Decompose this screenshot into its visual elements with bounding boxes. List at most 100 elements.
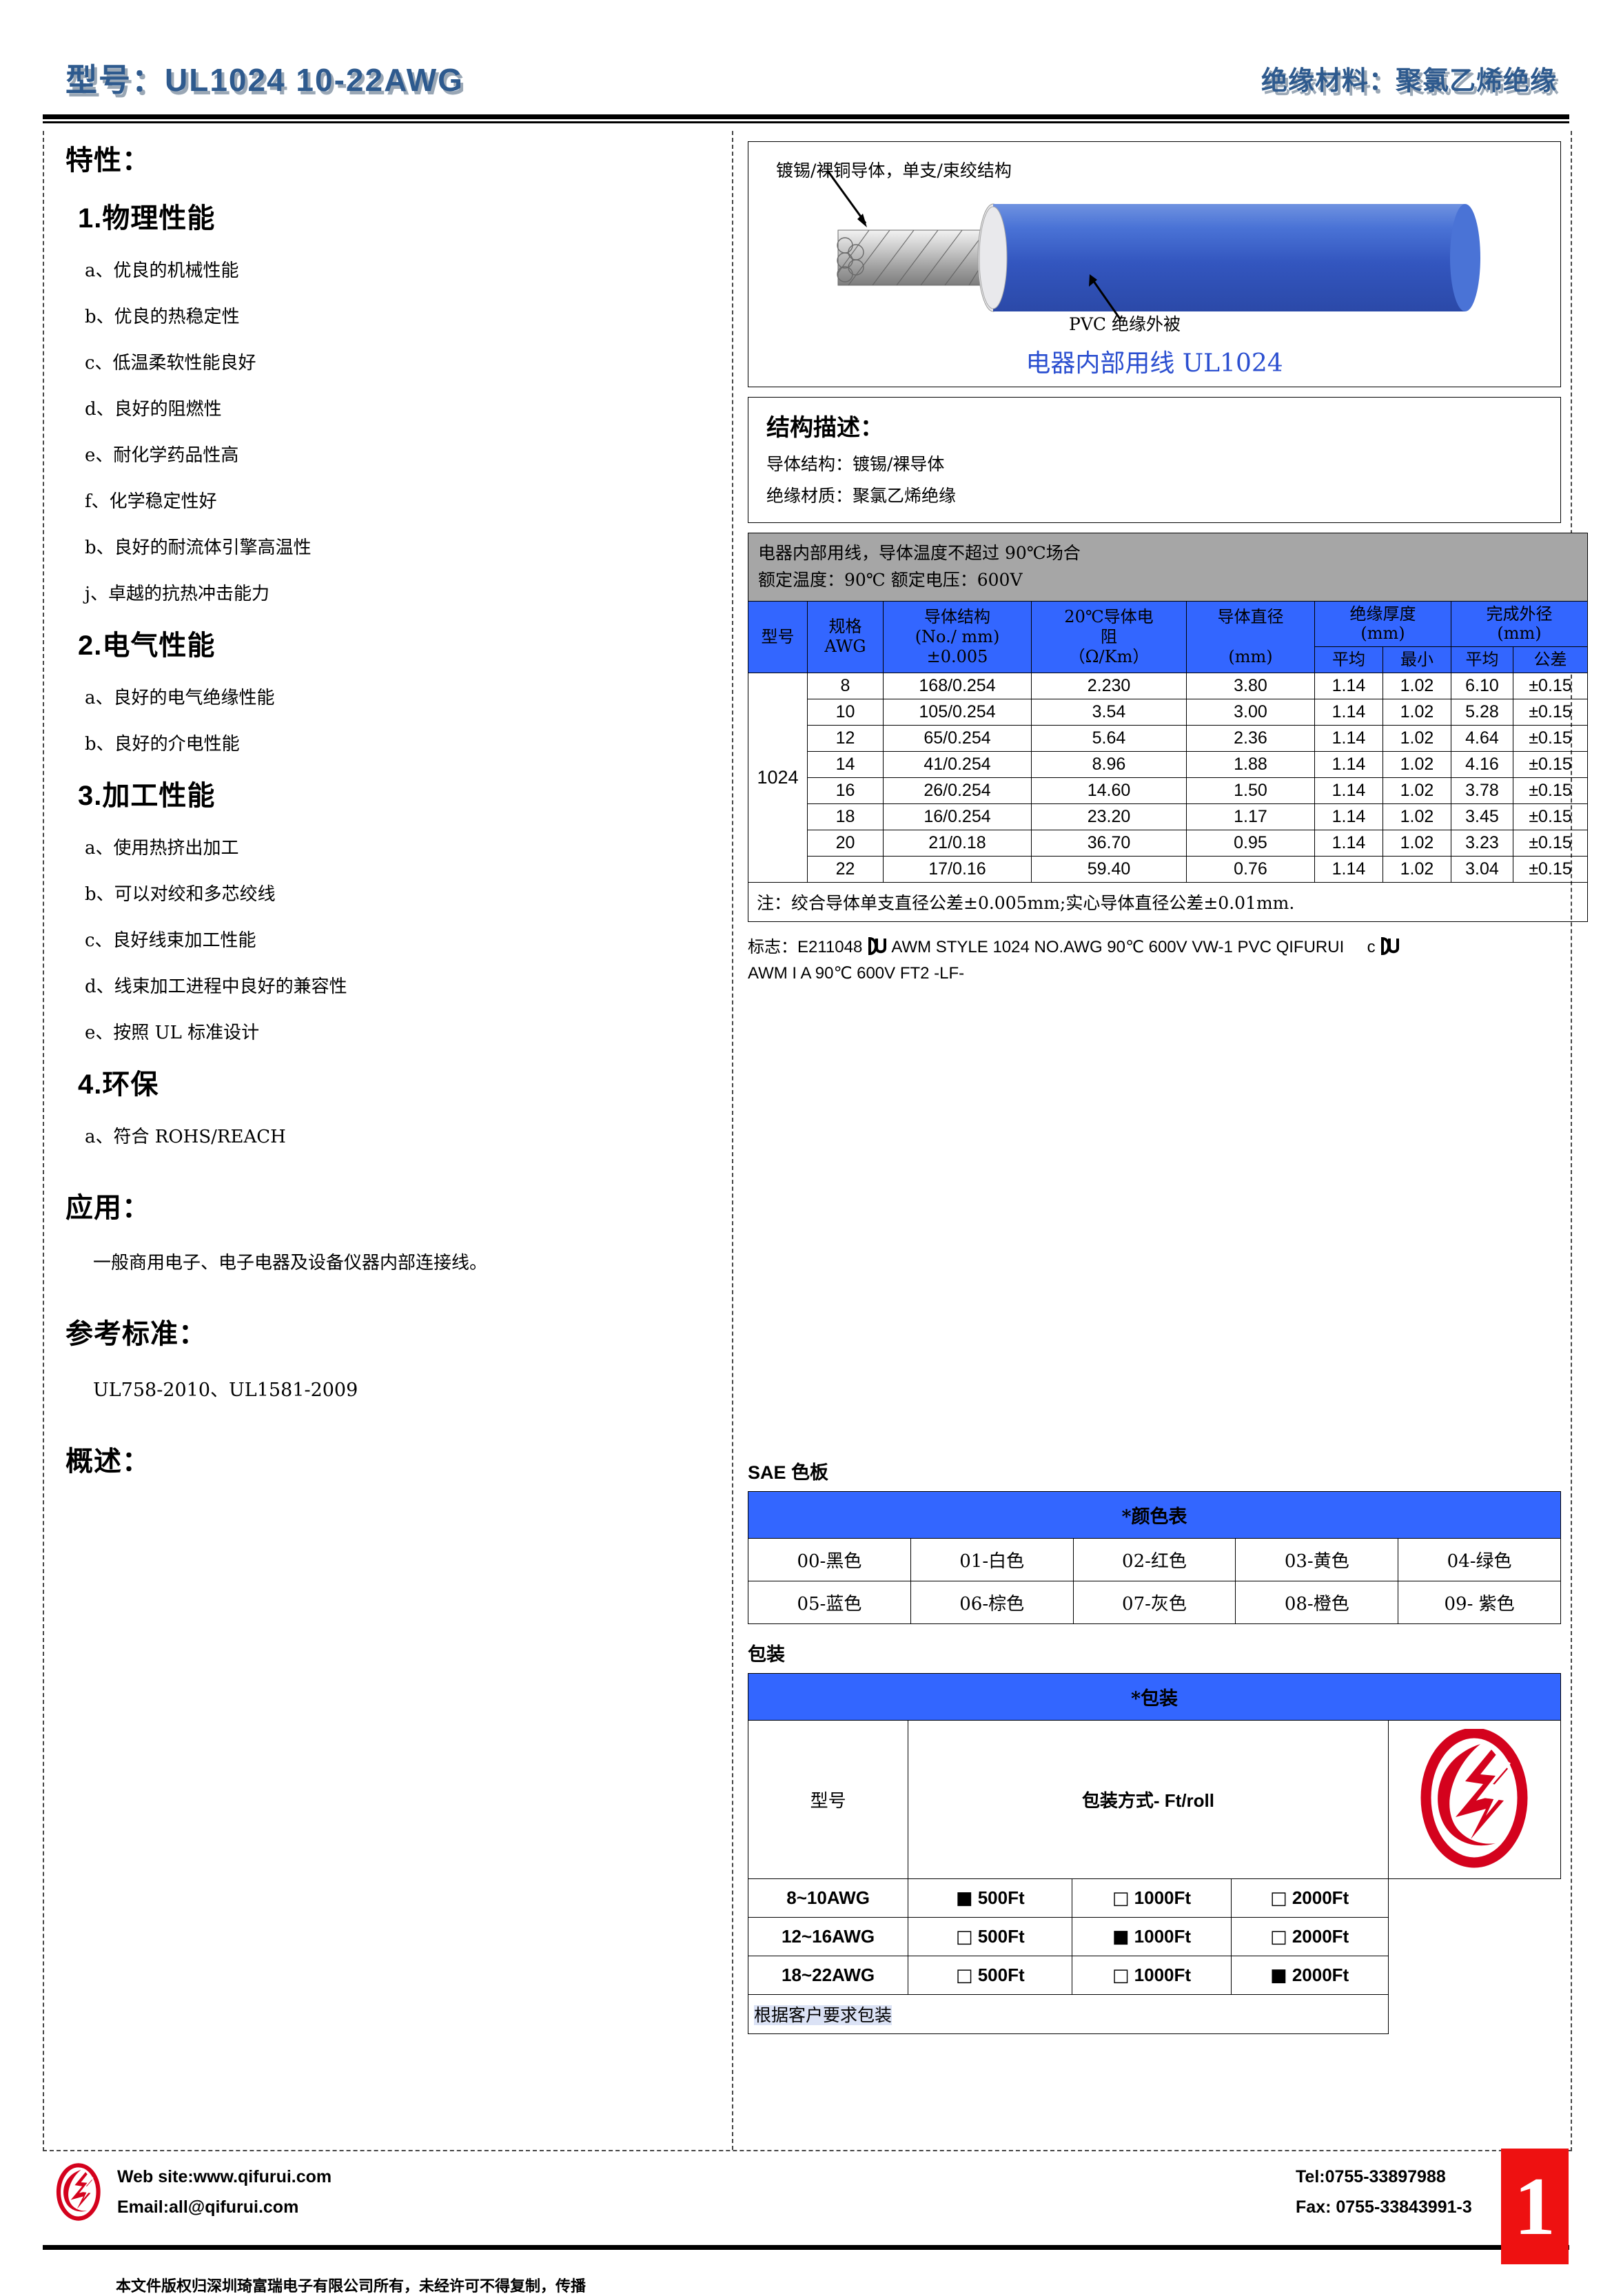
marking-prefix: 标志：E211048	[748, 937, 863, 956]
cell-construction: 26/0.254	[883, 777, 1032, 804]
table-row: 05-蓝色 06-棕色 07-灰色 08-橙色 09- 紫色	[748, 1580, 1561, 1624]
cell-insulation-avg: 1.14	[1314, 724, 1383, 752]
th-outer-group: 完成外径 (mm)	[1450, 600, 1589, 648]
cell-awg: 22	[807, 855, 884, 883]
copyright-notice: 本文件版权归深圳琦富瑞电子有限公司所有，未经许可不得复制，传播	[116, 2277, 586, 2295]
color-cell: 03-黄色	[1235, 1537, 1399, 1581]
color-cell: 08-橙色	[1235, 1580, 1399, 1624]
banner-cell: 电器内部用线，导体温度不超过 90℃场合 额定温度：90℃ 额定电压：600V	[747, 533, 1589, 602]
ul-recognized-icon-2	[1380, 936, 1400, 955]
list-item: c、良好线束加工性能	[85, 930, 256, 951]
cell-insulation-avg: 1.14	[1314, 829, 1383, 857]
section-title-environmental: 4.环保	[78, 1069, 159, 1100]
figure-caption: 电器内部用线 UL1024	[1026, 349, 1283, 378]
cell-od-avg: 3.04	[1451, 855, 1513, 883]
list-item: b、良好的耐流体引擎高温性	[85, 537, 312, 558]
cell-insulation-avg: 1.14	[1314, 777, 1383, 804]
color-cell: 01-白色	[910, 1537, 1074, 1581]
table-row: 18~22AWG □ 500Ft □ 1000Ft ■ 2000Ft	[747, 1955, 1561, 1995]
cell-insulation-avg: 1.14	[1314, 750, 1383, 778]
page-number: 1	[1514, 2160, 1555, 2252]
cell-od-avg: 3.23	[1451, 829, 1513, 857]
color-cell: 05-蓝色	[748, 1580, 911, 1624]
marking-line-2: AWM I A 90℃ 600V FT2 -LF-	[748, 964, 965, 983]
packaging-model: 18~22AWG	[747, 1955, 909, 1995]
cell-awg: 8	[807, 672, 884, 699]
packaging-option[interactable]: □ 500Ft	[908, 1916, 1073, 1956]
checkbox-unchecked-icon[interactable]: □	[955, 1965, 973, 1986]
checkbox-checked-icon[interactable]: ■	[1112, 1926, 1130, 1947]
cell-insulation-min: 1.02	[1383, 777, 1451, 804]
footer-email[interactable]: Email:all@qifurui.com	[117, 2197, 299, 2217]
cell-od-tolerance: ±0.15	[1512, 855, 1589, 883]
table-row: 00-黑色 01-白色 02-红色 03-黄色 04-绿色	[748, 1537, 1561, 1581]
company-logo-cell	[1387, 1719, 1562, 1879]
company-logo-icon	[1420, 1728, 1528, 1868]
checkbox-unchecked-icon[interactable]: □	[1112, 1887, 1130, 1909]
cell-resistance: 3.54	[1031, 698, 1187, 726]
checkbox-unchecked-icon[interactable]: □	[1270, 1926, 1287, 1947]
cell-insulation-avg: 1.14	[1314, 855, 1383, 883]
model-title: 型号：UL1024 10-22AWG	[65, 62, 464, 98]
cell-model: 1024	[748, 672, 808, 883]
packaging-option[interactable]: □ 500Ft	[908, 1955, 1073, 1995]
standards-title: 参考标准：	[65, 1319, 207, 1349]
packaging-option[interactable]: □ 2000Ft	[1230, 1916, 1389, 1956]
table-row: 18 16/0.254 23.20 1.17 1.14 1.02 3.45 ±0.15	[748, 803, 1589, 830]
cell-insulation-min: 1.02	[1383, 672, 1451, 699]
checkbox-unchecked-icon[interactable]: □	[1112, 1965, 1130, 1986]
page-number-badge: 1	[1501, 2149, 1569, 2264]
packaging-model: 8~10AWG	[747, 1878, 909, 1918]
right-column: 镀锡/裸铜导体，单支/束绞结构 PVC 绝缘外被 电器内部用线 UL1024 结…	[747, 141, 1589, 2034]
color-cell: 07-灰色	[1072, 1580, 1236, 1624]
cable-diagram-icon	[826, 170, 1480, 320]
packaging-model: 12~16AWG	[747, 1916, 909, 1956]
list-item: e、按照 UL 标准设计	[85, 1023, 260, 1043]
checkbox-unchecked-icon[interactable]: □	[955, 1926, 973, 1947]
packaging-option[interactable]: □ 2000Ft	[1230, 1878, 1389, 1918]
cell-diameter: 3.80	[1186, 672, 1315, 699]
section-title-electrical: 2.电气性能	[78, 631, 216, 661]
cell-construction: 21/0.18	[883, 829, 1032, 857]
list-item: j、卓越的抗热冲击能力	[85, 584, 270, 604]
list-item: a、符合 ROHS/REACH	[85, 1127, 286, 1147]
checkbox-checked-icon[interactable]: ■	[1270, 1965, 1287, 1986]
packaging-option[interactable]: ■ 1000Ft	[1072, 1916, 1232, 1956]
banner-line-2: 额定温度：90℃ 额定电压：600V	[758, 569, 1023, 590]
th-packaging-method: 包装方式- Ft/roll	[908, 1719, 1389, 1879]
table-footnote-row: 注：绞合导体单支直径公差±0.005mm;实心导体直径公差±0.01mm.	[747, 881, 1589, 922]
footer-contact: Web site:www.qifurui.com Email:all@qifur…	[117, 2162, 331, 2223]
table-row: 20 21/0.18 36.70 0.95 1.14 1.02 3.23 ±0.15	[748, 829, 1589, 857]
list-item: c、低温柔软性能良好	[85, 353, 256, 373]
application-text: 一般商用电子、电子电器及设备仪器内部连接线。	[93, 1253, 488, 1273]
packaging-option[interactable]: ■ 2000Ft	[1230, 1955, 1389, 1995]
column-divider	[732, 131, 733, 2150]
packaging-option[interactable]: □ 1000Ft	[1072, 1878, 1232, 1918]
packaging-title-row: *包装	[748, 1672, 1561, 1721]
cell-od-tolerance: ±0.15	[1512, 829, 1589, 857]
cell-resistance: 5.64	[1031, 724, 1187, 752]
cell-construction: 65/0.254	[883, 724, 1032, 752]
packaging-option[interactable]: □ 1000Ft	[1072, 1955, 1232, 1995]
cell-insulation-min: 1.02	[1383, 855, 1451, 883]
cell-insulation-avg: 1.14	[1314, 672, 1383, 699]
packaging-header-row: 型号 包装方式- Ft/roll	[747, 1719, 1562, 1879]
packaging-option[interactable]: ■ 500Ft	[908, 1878, 1073, 1918]
footer-website[interactable]: Web site:www.qifurui.com	[117, 2167, 332, 2186]
th-od-tol: 公差	[1512, 646, 1589, 673]
th-ins-min: 最小	[1383, 646, 1451, 673]
checkbox-checked-icon[interactable]: ■	[955, 1887, 973, 1909]
section-title-physical: 1.物理性能	[78, 203, 216, 234]
packaging-note-cell: 根据客户要求包装	[748, 1993, 1389, 2034]
cell-awg: 12	[807, 724, 884, 752]
jacket-label: PVC 绝缘外被	[1069, 314, 1181, 334]
structure-row: 绝缘材质：聚氯乙烯绝缘	[766, 486, 957, 506]
color-table-title: *颜色表	[748, 1490, 1561, 1539]
th-resistance: 20℃导体电阻（Ω/Km）	[1031, 600, 1187, 673]
list-item: a、良好的电气绝缘性能	[85, 688, 275, 708]
header-rule-thick	[43, 114, 1569, 119]
color-cell: 09- 紫色	[1398, 1580, 1561, 1624]
structure-title: 结构描述：	[766, 415, 884, 441]
cell-od-tolerance: ±0.15	[1512, 698, 1589, 726]
checkbox-unchecked-icon[interactable]: □	[1270, 1887, 1287, 1909]
